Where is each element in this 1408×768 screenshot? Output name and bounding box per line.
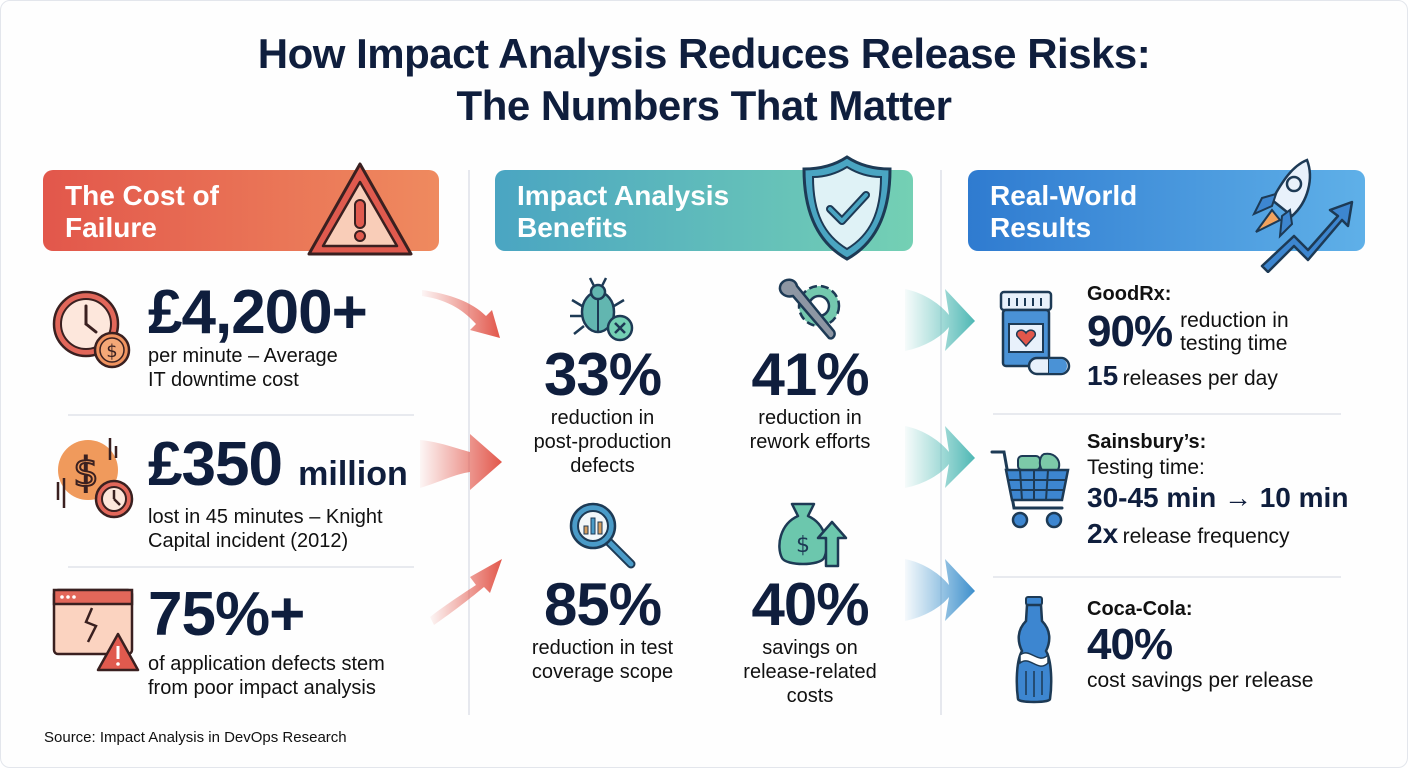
stat-value: 40% — [1087, 620, 1173, 669]
stat-desc: release frequency — [1122, 525, 1290, 548]
row-divider — [993, 413, 1341, 415]
chevron-arrow-icon — [905, 559, 975, 621]
stat-desc: reduction in — [1180, 309, 1289, 332]
title-line-2: The Numbers That Matter — [456, 82, 952, 129]
result-goodrx: GoodRx: 90% reduction in testing time 15… — [1087, 281, 1289, 393]
svg-text:$: $ — [106, 341, 117, 362]
magnifier-chart-icon — [569, 502, 636, 569]
row-divider — [993, 576, 1341, 578]
arrow-right-icon — [420, 434, 502, 490]
arrow-right-icon — [422, 290, 500, 338]
stat-value: 40% — [751, 571, 869, 638]
stat-desc: costs — [786, 685, 834, 707]
company-name: Coca-Cola: — [1087, 598, 1193, 620]
stat-desc: release-related — [743, 661, 877, 683]
money-bag-arrow-icon: $ — [778, 502, 848, 568]
soda-bottle-icon — [1015, 596, 1053, 704]
bug-x-icon — [570, 277, 634, 342]
header-line: Real-World — [990, 180, 1138, 211]
shield-check-icon — [802, 155, 892, 261]
row-divider — [68, 566, 414, 568]
svg-text:$: $ — [73, 450, 98, 496]
stat-desc: of application defects stem — [148, 653, 385, 675]
cost-stat-defects: 75%+ of application defects stem from po… — [148, 584, 385, 700]
stat-value: £4,200+ — [148, 278, 368, 347]
header-line: The Cost of — [65, 180, 219, 211]
stat-desc: rework efforts — [749, 431, 871, 453]
stat-value: 90% — [1087, 307, 1173, 356]
source-note: Source: Impact Analysis in DevOps Resear… — [44, 729, 347, 746]
arrow-up-right-icon — [430, 559, 502, 625]
title-line-1: How Impact Analysis Reduces Release Risk… — [257, 30, 1151, 77]
result-coca-cola: Coca-Cola: 40% cost savings per release — [1087, 596, 1313, 694]
stat-desc: cost savings per release — [1087, 669, 1314, 692]
stat-desc: post-production — [533, 431, 672, 453]
stat-value: £350 — [148, 430, 283, 499]
row-divider — [68, 414, 414, 416]
warning-triangle-icon — [307, 162, 413, 256]
stat-desc: reduction in — [758, 407, 862, 429]
stat-desc: Capital incident (2012) — [148, 530, 349, 552]
stat-desc: releases per day — [1122, 367, 1278, 390]
stat-desc: savings on — [762, 637, 858, 659]
shopping-cart-icon — [990, 450, 1070, 529]
stat-desc: reduction in — [550, 407, 655, 429]
stat-desc: Testing time: — [1087, 456, 1205, 479]
pill-bottle-icon — [999, 290, 1071, 376]
stat-desc: from poor impact analysis — [148, 677, 376, 699]
page-title: How Impact Analysis Reduces Release Risk… — [0, 28, 1408, 132]
stat-value: 75%+ — [148, 580, 305, 649]
header-line: Results — [990, 212, 1092, 243]
stat-value: 30-45 min → 10 min — [1087, 482, 1349, 513]
stat-value: 2x — [1087, 518, 1119, 549]
company-name: Sainsbury’s: — [1087, 431, 1207, 453]
falling-dollar-clock-icon: $ — [56, 438, 134, 519]
benefit-stat-rework: 41% reduction in rework efforts — [720, 344, 900, 454]
stat-desc: reduction in test — [531, 637, 674, 659]
company-name: GoodRx: — [1087, 283, 1172, 305]
stat-desc: defects — [570, 455, 635, 477]
stat-desc: IT downtime cost — [148, 369, 299, 391]
stat-desc: testing time — [1180, 332, 1288, 355]
benefit-stat-coverage: 85% reduction in test coverage scope — [505, 574, 700, 684]
header-line: Benefits — [517, 212, 628, 243]
stat-value: 41% — [751, 341, 869, 408]
header-line: Impact Analysis — [517, 180, 730, 211]
stat-desc: coverage scope — [531, 661, 674, 683]
stat-desc: lost in 45 minutes – Knight — [148, 506, 383, 528]
result-sainsburys: Sainsbury’s: Testing time: 30-45 min → 1… — [1087, 429, 1348, 551]
header-line: Failure — [65, 212, 157, 243]
benefit-stat-defects: 33% reduction in post-production defects — [510, 344, 695, 478]
chevron-arrow-icon — [905, 289, 975, 351]
chevron-arrow-icon — [905, 426, 975, 488]
cost-of-failure-header: The Cost of Failure — [43, 170, 439, 251]
stat-desc: per minute – Average — [148, 345, 338, 367]
stat-suffix: million — [298, 455, 408, 493]
benefit-stat-savings: 40% savings on release-related costs — [720, 574, 900, 708]
cost-stat-knight-capital: £350 million lost in 45 minutes – Knight… — [148, 434, 408, 553]
wrench-gear-icon — [778, 278, 841, 340]
clock-coin-icon: $ — [52, 290, 131, 369]
svg-text:$: $ — [796, 533, 810, 558]
stat-value: 33% — [543, 341, 662, 408]
broken-window-warning-icon — [52, 588, 140, 672]
rocket-growth-icon — [1251, 158, 1354, 273]
stat-value: 15 — [1087, 360, 1119, 391]
stat-value: 85% — [543, 571, 662, 638]
cost-stat-downtime: £4,200+ per minute – Average IT downtime… — [148, 282, 368, 392]
column-divider — [468, 170, 470, 715]
column-divider — [940, 170, 942, 715]
